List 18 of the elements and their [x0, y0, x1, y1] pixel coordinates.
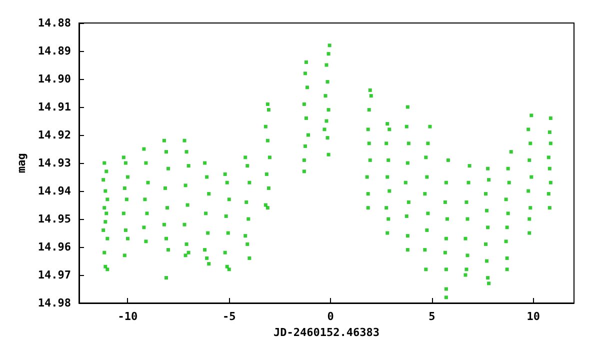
y-tick-label: 14.89 — [38, 44, 72, 58]
y-tick-label: 14.92 — [38, 128, 72, 142]
x-tick-label: 10 — [526, 310, 540, 323]
y-tick-label: 14.95 — [38, 212, 72, 226]
y-tick-label: 14.91 — [38, 100, 72, 114]
y-tick-label: 14.98 — [38, 296, 72, 310]
x-tick-label: 0 — [327, 310, 334, 323]
x-tick-label: 5 — [428, 310, 436, 323]
x-tick-label: -10 — [118, 310, 138, 323]
x-tick-label: -5 — [222, 310, 236, 323]
y-tick-label: 14.90 — [38, 72, 72, 86]
y-tick-label: 14.97 — [38, 268, 72, 282]
y-tick-label: 14.93 — [38, 156, 72, 170]
x-axis-title: JD-2460152.46383 — [274, 326, 380, 339]
y-axis-title: mag — [15, 153, 28, 173]
y-tick-label: 14.94 — [38, 184, 72, 198]
y-tick-label: 14.96 — [38, 240, 72, 254]
y-tick-label: 14.88 — [38, 16, 72, 30]
